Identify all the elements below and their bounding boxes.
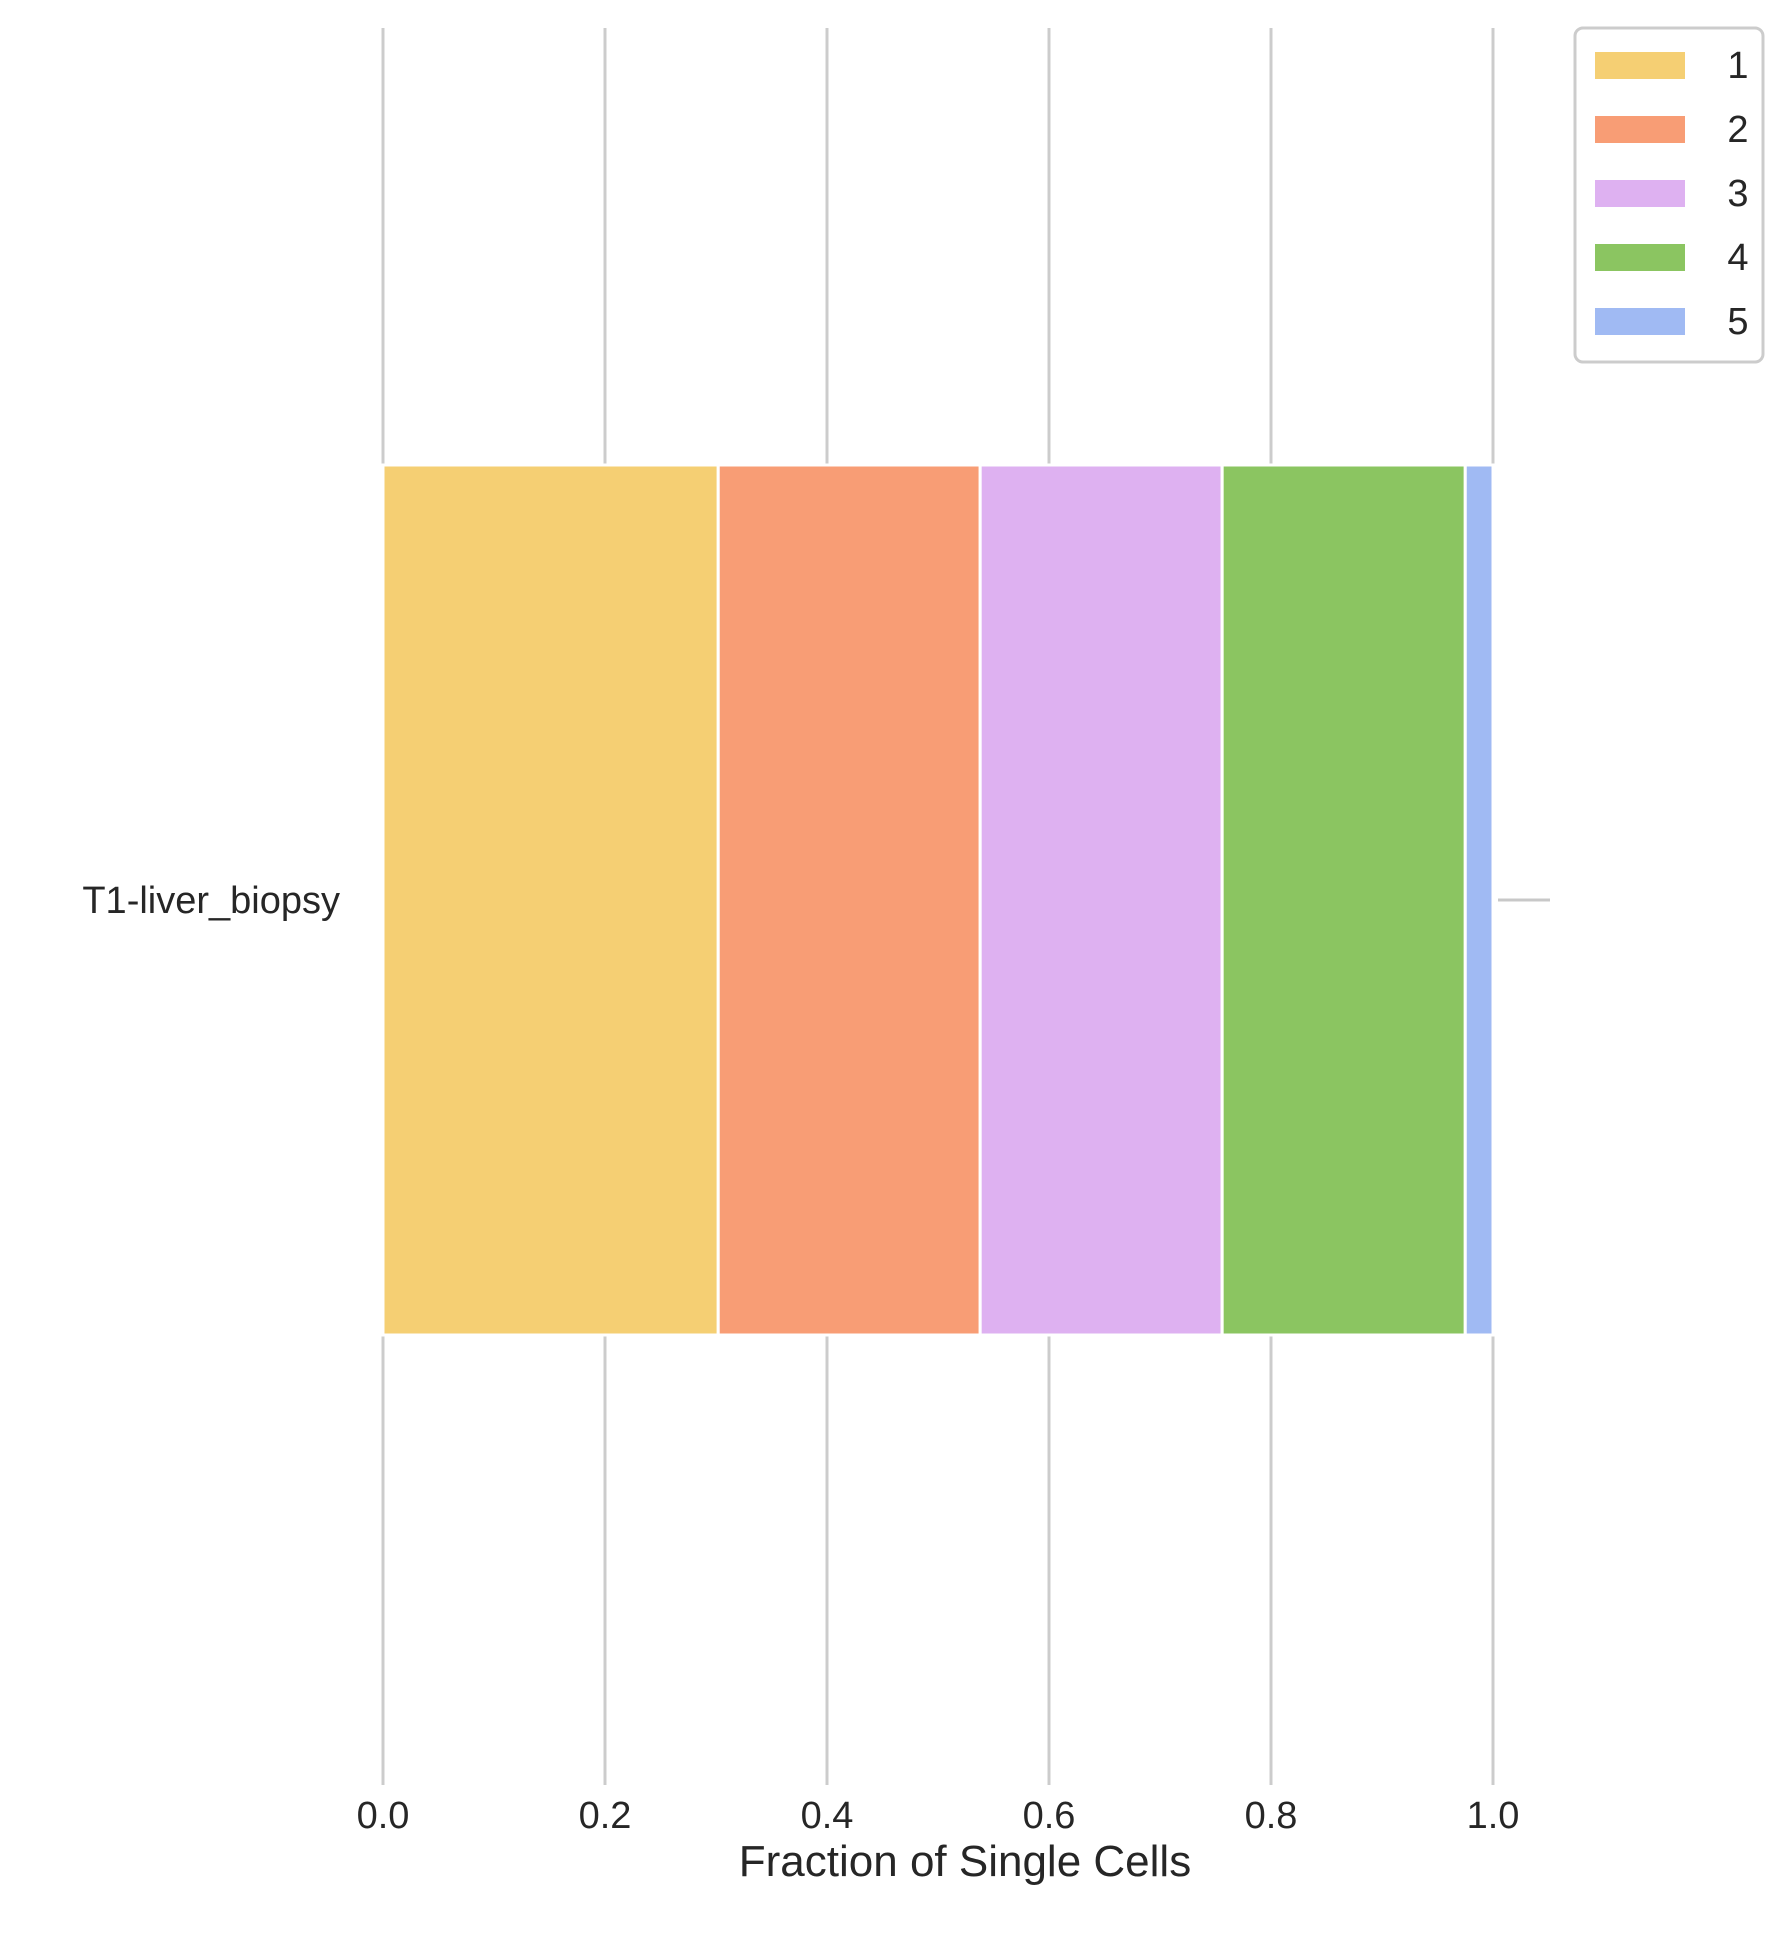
x-tick-label: 1.0 (1467, 1795, 1520, 1837)
bar-segment-2 (716, 463, 982, 1337)
bar-segment-4 (1220, 463, 1467, 1337)
legend-label-3: 3 (1727, 173, 1748, 215)
legend: 1 2 3 4 5 (1573, 26, 1765, 364)
legend-label-4: 4 (1727, 237, 1748, 279)
bars (381, 463, 1550, 1337)
bar-segment-5 (1463, 463, 1495, 1337)
bar-segment-3 (978, 463, 1224, 1337)
x-tick-label: 0.8 (1245, 1795, 1298, 1837)
x-axis: 0.0 0.2 0.4 0.6 0.8 1.0 (357, 1795, 1520, 1837)
legend-label-1: 1 (1727, 45, 1748, 87)
x-tick-label: 0.4 (801, 1795, 854, 1837)
legend-swatch-3 (1595, 180, 1685, 207)
x-tick-label: 0.6 (1023, 1795, 1076, 1837)
y-tick-label: T1-liver_biopsy (82, 880, 340, 922)
legend-swatch-5 (1595, 308, 1685, 335)
legend-swatch-4 (1595, 244, 1685, 271)
x-tick-label: 0.2 (579, 1795, 632, 1837)
x-tick-label: 0.0 (357, 1795, 410, 1837)
bar-segment-1 (381, 463, 720, 1337)
y-axis: T1-liver_biopsy (82, 880, 340, 922)
legend-swatch-2 (1595, 116, 1685, 143)
legend-label-2: 2 (1727, 109, 1748, 151)
legend-label-5: 5 (1727, 301, 1748, 343)
legend-swatch-1 (1595, 52, 1685, 79)
x-axis-label: Fraction of Single Cells (739, 1837, 1191, 1886)
